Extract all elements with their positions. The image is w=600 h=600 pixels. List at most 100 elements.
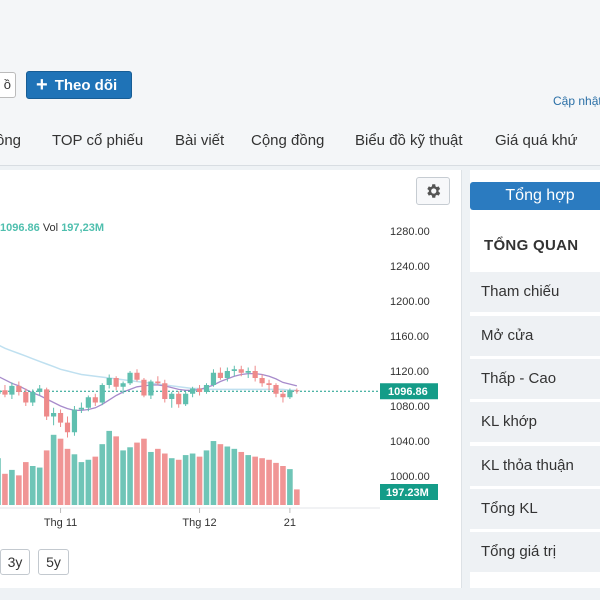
candle-body	[252, 371, 258, 378]
y-tick-label: 1200.00	[390, 296, 430, 308]
summary-tab-button[interactable]: Tổng hợp	[470, 182, 600, 210]
nav-item-partial[interactable]: ông	[0, 132, 22, 149]
row-total-volume: Tổng KL	[470, 489, 600, 529]
row-low-high: Thấp - Cao	[470, 359, 600, 399]
candle-body	[287, 390, 293, 398]
volume-bar	[210, 441, 217, 505]
candle-body	[78, 407, 84, 410]
gear-icon	[427, 184, 441, 198]
volume-bar	[224, 446, 231, 505]
y-tick-label: 1160.00	[390, 331, 429, 343]
moving-averages	[0, 344, 380, 412]
volume-bar	[134, 442, 140, 505]
chart-settings-button[interactable]	[416, 177, 450, 205]
candle-body	[176, 393, 182, 405]
candle-body	[217, 372, 223, 378]
ma-slow-line	[0, 344, 297, 392]
nav-item-community[interactable]: Cộng đồng	[251, 132, 325, 149]
volume-bar	[141, 438, 147, 505]
candle-body	[231, 369, 237, 371]
candle-body	[37, 388, 43, 392]
candle-body	[162, 383, 168, 399]
follow-button[interactable]: + Theo dõi	[26, 71, 132, 99]
y-tick-label: 1240.00	[390, 261, 430, 273]
nav-item-top-stocks[interactable]: TOP cổ phiếu	[52, 132, 144, 149]
volume-bar	[168, 458, 175, 505]
small-button[interactable]: ồ	[0, 72, 16, 98]
ma-fast-line	[0, 372, 298, 412]
candle-body	[266, 383, 272, 385]
candle-body	[106, 378, 112, 385]
y-tick-label: 1120.00	[390, 366, 429, 378]
x-tick-label: 21	[284, 517, 296, 529]
candle-body	[64, 422, 71, 433]
price-axis: 1280.00 1240.00 1200.00 1160.00 1120.00 1080.…	[380, 226, 438, 500]
volume-bar	[50, 434, 57, 505]
candle-body	[71, 409, 78, 433]
price-tag-label: 1096.86	[388, 386, 428, 398]
candle-body	[169, 393, 175, 399]
volume-bar	[85, 459, 92, 505]
candle-body	[0, 390, 1, 394]
candle-body	[183, 393, 189, 405]
price-tag-box	[380, 383, 438, 400]
volume-bar	[106, 430, 112, 505]
volume-bar	[2, 473, 8, 505]
volume-bar	[287, 469, 293, 505]
follow-button-label: Theo dõi	[54, 76, 118, 94]
volume-bar	[238, 451, 245, 505]
nav-item-price-history[interactable]: Giá quá khứ	[495, 132, 578, 149]
candle-body	[2, 390, 8, 395]
nav-item-articles[interactable]: Bài viết	[175, 132, 225, 149]
volume-bar	[92, 456, 99, 505]
row-reference-price: Tham chiếu	[470, 272, 600, 312]
nav-item-technical-chart[interactable]: Biểu đồ kỹ thuật	[355, 132, 463, 149]
update-text: Cập nhật	[553, 94, 600, 108]
row-open-price: Mở cửa	[470, 316, 600, 356]
candle-body	[57, 413, 64, 423]
volume-bar	[231, 448, 238, 505]
volume-bar	[113, 436, 119, 505]
candle-body	[210, 372, 217, 385]
volume-tag-box	[380, 484, 438, 500]
volume-bar	[57, 438, 64, 505]
candle-body	[30, 392, 36, 403]
volume-bar	[43, 450, 50, 505]
candle-body	[134, 372, 140, 380]
candle-body	[196, 388, 203, 392]
candle-body	[294, 390, 300, 392]
volume-bars	[0, 430, 300, 505]
candle-body	[238, 369, 244, 373]
volume-bar	[245, 455, 251, 505]
side-panel: Tổng hợp TỔNG QUAN Tham chiếu Mở cửa Thấ…	[470, 170, 600, 588]
candle-body	[259, 378, 265, 384]
y-tick-label: 1280.00	[390, 226, 430, 238]
volume-bar	[294, 489, 300, 505]
top-nav: ông TOP cổ phiếu Bài viết Cộng đồng Biểu…	[0, 118, 600, 166]
volume-bar	[189, 453, 196, 505]
range-button-3y[interactable]: 3y	[0, 549, 30, 575]
legend-vol-value: 197,23M	[61, 222, 104, 234]
candle-body	[127, 372, 133, 384]
volume-bar	[23, 462, 29, 505]
legend-price: 1096.86	[0, 222, 40, 234]
candle-body	[224, 371, 230, 378]
candle-body	[280, 393, 286, 398]
candle-body	[51, 413, 57, 417]
volume-bar	[196, 456, 203, 505]
range-button-5y[interactable]: 5y	[38, 549, 69, 575]
volume-bar	[266, 459, 272, 505]
candle-body	[203, 385, 210, 392]
candle-body	[99, 385, 105, 403]
candle-body	[245, 371, 251, 373]
volume-bar	[280, 466, 286, 505]
overview-title: TỔNG QUAN	[484, 237, 579, 254]
row-total-value: Tổng giá trị	[470, 532, 600, 572]
candle-body	[273, 385, 279, 394]
volume-bar	[29, 466, 36, 505]
volume-bar	[175, 459, 182, 505]
volume-bar	[273, 462, 279, 505]
candle-body	[9, 385, 15, 395]
volume-bar	[127, 447, 133, 505]
volume-bar	[148, 451, 154, 505]
